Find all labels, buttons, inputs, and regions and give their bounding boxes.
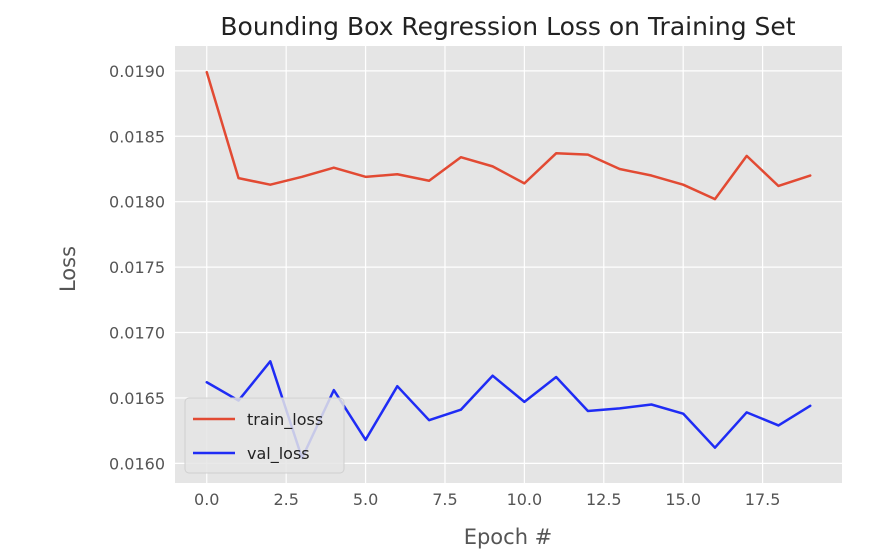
chart-title: Bounding Box Regression Loss on Training… (220, 12, 795, 41)
y-axis-label: Loss (56, 246, 80, 292)
y-tick-label: 0.0185 (109, 127, 165, 146)
x-tick-label: 12.5 (586, 490, 622, 509)
y-tick-label: 0.0190 (109, 62, 165, 81)
y-tick-label: 0.0165 (109, 389, 165, 408)
y-tick-label: 0.0175 (109, 258, 165, 277)
y-tick-label: 0.0160 (109, 454, 165, 473)
x-axis-label: Epoch # (464, 525, 553, 549)
legend-label: train_loss (247, 410, 323, 430)
x-tick-label: 17.5 (745, 490, 781, 509)
tick-labels: 0.0 2.5 5.0 7.5 10.0 12.5 15.0 17.5 0.0160 0.0165… (109, 62, 780, 509)
x-tick-label: 10.0 (507, 490, 543, 509)
x-tick-label: 5.0 (353, 490, 378, 509)
x-tick-label: 2.5 (273, 490, 298, 509)
legend-label: val_loss (247, 444, 310, 464)
x-tick-label: 0.0 (194, 490, 219, 509)
y-tick-label: 0.0180 (109, 193, 165, 212)
legend: train_loss val_loss (184, 397, 345, 474)
y-tick-label: 0.0170 (109, 324, 165, 343)
series-line-train_loss (205, 70, 812, 201)
x-tick-label: 7.5 (432, 490, 457, 509)
x-tick-label: 15.0 (665, 490, 701, 509)
